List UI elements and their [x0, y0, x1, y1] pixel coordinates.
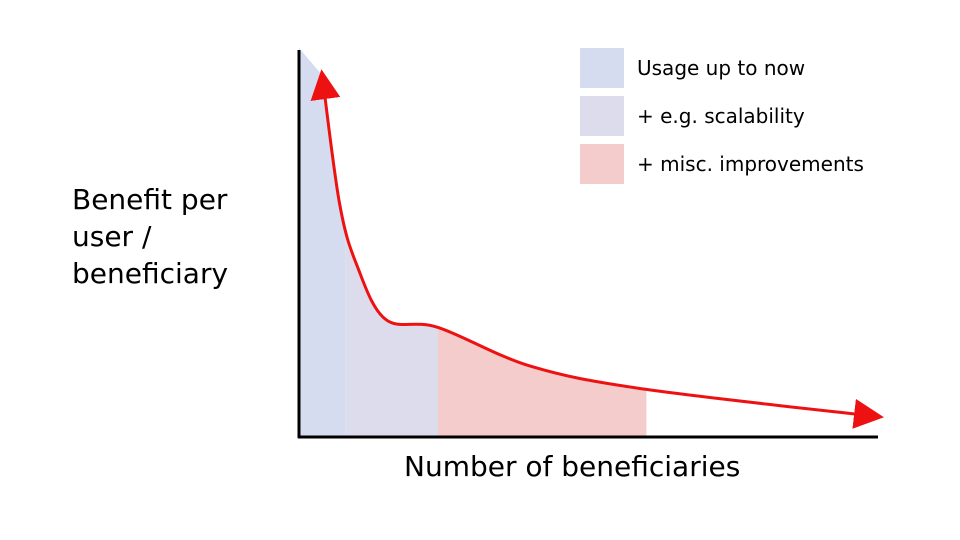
legend-label-improvements: + misc. improvements [637, 152, 864, 176]
y-axis-label-line-3: beneficiary [72, 257, 229, 290]
legend-swatch-scalability [580, 96, 624, 136]
x-axis-label: Number of beneficiaries [404, 450, 741, 483]
legend-label-scalability: + e.g. scalability [637, 104, 805, 128]
y-axis-label-line-1: Benefit per [72, 183, 228, 216]
legend-label-usage: Usage up to now [637, 56, 806, 80]
legend-swatch-improvements [580, 144, 624, 184]
benefit-curve [310, 69, 884, 429]
y-axis-label-line-2: user / [72, 220, 152, 253]
y-axis-label: Benefit per user / beneficiary [72, 181, 228, 292]
legend-swatch-usage [580, 48, 624, 88]
